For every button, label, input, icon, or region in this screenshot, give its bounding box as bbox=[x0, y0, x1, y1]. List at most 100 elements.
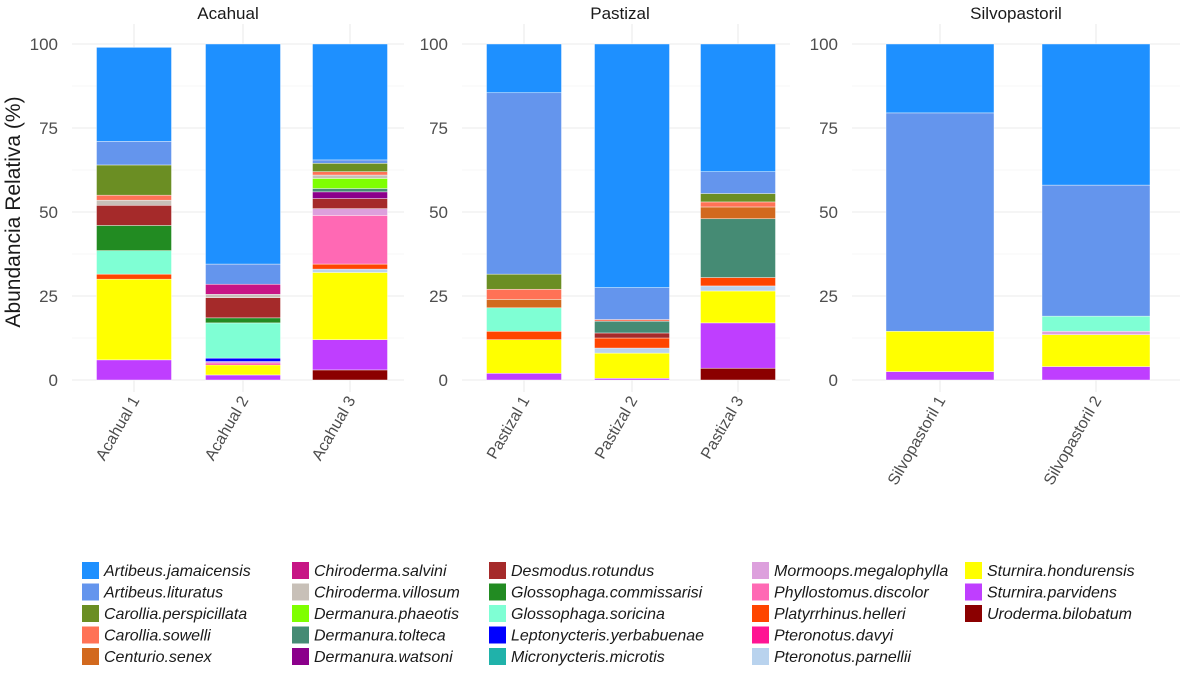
legend-label: Platyrrhinus.helleri bbox=[774, 606, 906, 623]
legend-label: Artibeus.jamaicensis bbox=[103, 563, 251, 580]
bar-segment-chiroderma-villosum bbox=[205, 294, 281, 298]
legend-swatch bbox=[752, 626, 769, 644]
bar-segment-centurio-senex bbox=[486, 299, 562, 309]
legend-item: Artibeus.lituratus bbox=[82, 583, 223, 602]
x-tick-label: Silvopastoril 2 bbox=[1041, 393, 1106, 488]
x-tick-label: Acahual 3 bbox=[309, 393, 359, 463]
legend-item: Centurio.senex bbox=[82, 648, 213, 666]
legend-label: Carollia.perspicillata bbox=[104, 606, 247, 623]
legend-swatch bbox=[752, 648, 769, 665]
panel-acahual: 0 25 50 75 100 Acahual Acahual 1 Acahual 2 Acahu… bbox=[30, 4, 404, 464]
bar-segment-artibeus-lituratus bbox=[885, 112, 995, 332]
bar-segment-centurio-senex bbox=[700, 206, 776, 220]
bar-segment-glossophaga-soricina bbox=[1041, 315, 1151, 332]
legend-item: Glossophaga.soricina bbox=[489, 605, 665, 623]
legend-swatch bbox=[752, 605, 769, 622]
x-tick-label: Acahual 1 bbox=[93, 393, 143, 463]
bar-segment-artibeus-jamaicensis bbox=[700, 43, 776, 172]
bar-segment-pteronotus-parnellii bbox=[594, 347, 670, 354]
legend-label: Carollia.sowelli bbox=[104, 628, 211, 645]
bar-segment-artibeus-jamaicensis bbox=[96, 47, 172, 142]
bar-segment-glossophaga-soricina bbox=[486, 307, 562, 332]
bar-segment-artibeus-jamaicensis bbox=[205, 43, 281, 265]
bar-segment-dermanura-tolteca bbox=[312, 188, 388, 193]
y-tick-label: 0 bbox=[829, 371, 838, 390]
y-tick-label: 25 bbox=[39, 287, 58, 306]
bar-acahual-1 bbox=[96, 47, 172, 381]
bar-segment-sturnira-hondurensis bbox=[205, 364, 281, 376]
legend-swatch bbox=[82, 626, 99, 644]
bar-segment-carollia-perspicillata bbox=[96, 164, 172, 196]
legend-label: Sturnira.parvidens bbox=[987, 585, 1117, 602]
legend-label: Pteronotus.davyi bbox=[774, 628, 894, 645]
bar-segment-artibeus-jamaicensis bbox=[885, 43, 995, 114]
bar-segment-sturnira-parvidens bbox=[486, 372, 562, 381]
legend: Artibeus.jamaicensis Artibeus.lituratus Ca… bbox=[82, 562, 1135, 666]
legend-item: Sturnira.parvidens bbox=[965, 583, 1117, 602]
y-tick-label: 25 bbox=[429, 287, 448, 306]
legend-swatch bbox=[965, 562, 982, 579]
bar-pastizal-1 bbox=[486, 43, 562, 381]
x-tick-label: Acahual 2 bbox=[202, 393, 252, 463]
bar-segment-desmodus-rotundus bbox=[312, 198, 388, 209]
bar-segment-dermanura-watsoni bbox=[312, 191, 388, 199]
panel-silvopastoril: 0 25 50 75 100 Silvopastoril Silvopastoril 1 Si… bbox=[810, 4, 1180, 488]
x-tick-label: Silvopastoril 1 bbox=[885, 393, 950, 488]
legend-swatch bbox=[752, 562, 769, 579]
bar-segment-desmodus-rotundus bbox=[96, 204, 172, 226]
legend-item: Carollia.sowelli bbox=[82, 626, 211, 645]
legend-label: Sturnira.hondurensis bbox=[987, 563, 1135, 580]
legend-item: Phyllostomus.discolor bbox=[752, 583, 929, 602]
bar-segment-mormoops-megalophylla bbox=[1041, 330, 1151, 335]
bar-acahual-3 bbox=[312, 43, 388, 381]
bar-segment-carollia-sowelli bbox=[486, 288, 562, 300]
bar-segment-chiroderma-salvini bbox=[205, 283, 281, 295]
legend-label: Glossophaga.soricina bbox=[511, 606, 665, 623]
bar-segment-carollia-sowelli bbox=[700, 201, 776, 208]
y-tick-label: 50 bbox=[819, 203, 838, 222]
legend-swatch bbox=[82, 648, 99, 665]
bar-segment-sturnira-hondurensis bbox=[594, 352, 670, 379]
legend-label: Dermanura.phaeotis bbox=[314, 606, 459, 623]
legend-item: Artibeus.jamaicensis bbox=[82, 562, 251, 580]
legend-label: Micronycteris.microtis bbox=[511, 649, 665, 666]
legend-label: Mormoops.megalophylla bbox=[774, 563, 948, 580]
y-tick-label: 100 bbox=[420, 35, 448, 54]
legend-swatch bbox=[82, 562, 99, 579]
legend-swatch bbox=[489, 562, 506, 579]
bar-segment-artibeus-lituratus bbox=[594, 287, 670, 320]
bar-pastizal-2 bbox=[594, 43, 670, 381]
legend-label: Centurio.senex bbox=[104, 649, 213, 666]
legend-item: Pteronotus.parnellii bbox=[752, 648, 911, 666]
legend-label: Chiroderma.salvini bbox=[314, 563, 447, 580]
bar-segment-platyrrhinus-helleri bbox=[486, 330, 562, 340]
legend-label: Dermanura.tolteca bbox=[314, 628, 446, 645]
legend-item: Chiroderma.villosum bbox=[292, 583, 460, 602]
bar-segment-platyrrhinus-helleri bbox=[96, 273, 172, 280]
legend-label: Pteronotus.parnellii bbox=[774, 649, 911, 666]
y-tick-label: 50 bbox=[429, 203, 448, 222]
bar-segment-uroderma-bilobatum bbox=[700, 367, 776, 381]
legend-swatch bbox=[965, 605, 982, 622]
bar-segment-uroderma-bilobatum bbox=[312, 369, 388, 381]
legend-item: Carollia.perspicillata bbox=[82, 605, 247, 623]
bar-segment-phyllostomus-discolor bbox=[312, 215, 388, 265]
bar-segment-pteronotus-parnellii bbox=[700, 285, 776, 292]
bar-silvopastoril-1 bbox=[885, 43, 995, 381]
legend-item: Sturnira.hondurensis bbox=[965, 562, 1135, 580]
legend-swatch bbox=[489, 626, 506, 644]
x-tick-label: Pastizal 3 bbox=[698, 393, 747, 462]
bar-segment-artibeus-lituratus bbox=[205, 263, 281, 285]
bar-segment-artibeus-jamaicensis bbox=[594, 43, 670, 288]
x-tick-label: Pastizal 1 bbox=[484, 393, 533, 462]
bar-segment-glossophaga-soricina bbox=[96, 250, 172, 275]
legend-swatch bbox=[965, 583, 982, 601]
legend-item: Dermanura.tolteca bbox=[292, 626, 446, 645]
y-tick-label: 100 bbox=[30, 35, 58, 54]
bar-segment-sturnira-hondurensis bbox=[700, 290, 776, 324]
legend-item: Mormoops.megalophylla bbox=[752, 562, 948, 580]
bar-segment-sturnira-hondurensis bbox=[486, 339, 562, 374]
panel-title: Acahual bbox=[197, 4, 258, 23]
bar-acahual-2 bbox=[205, 43, 281, 381]
bar-segment-chiroderma-villosum bbox=[312, 174, 388, 179]
